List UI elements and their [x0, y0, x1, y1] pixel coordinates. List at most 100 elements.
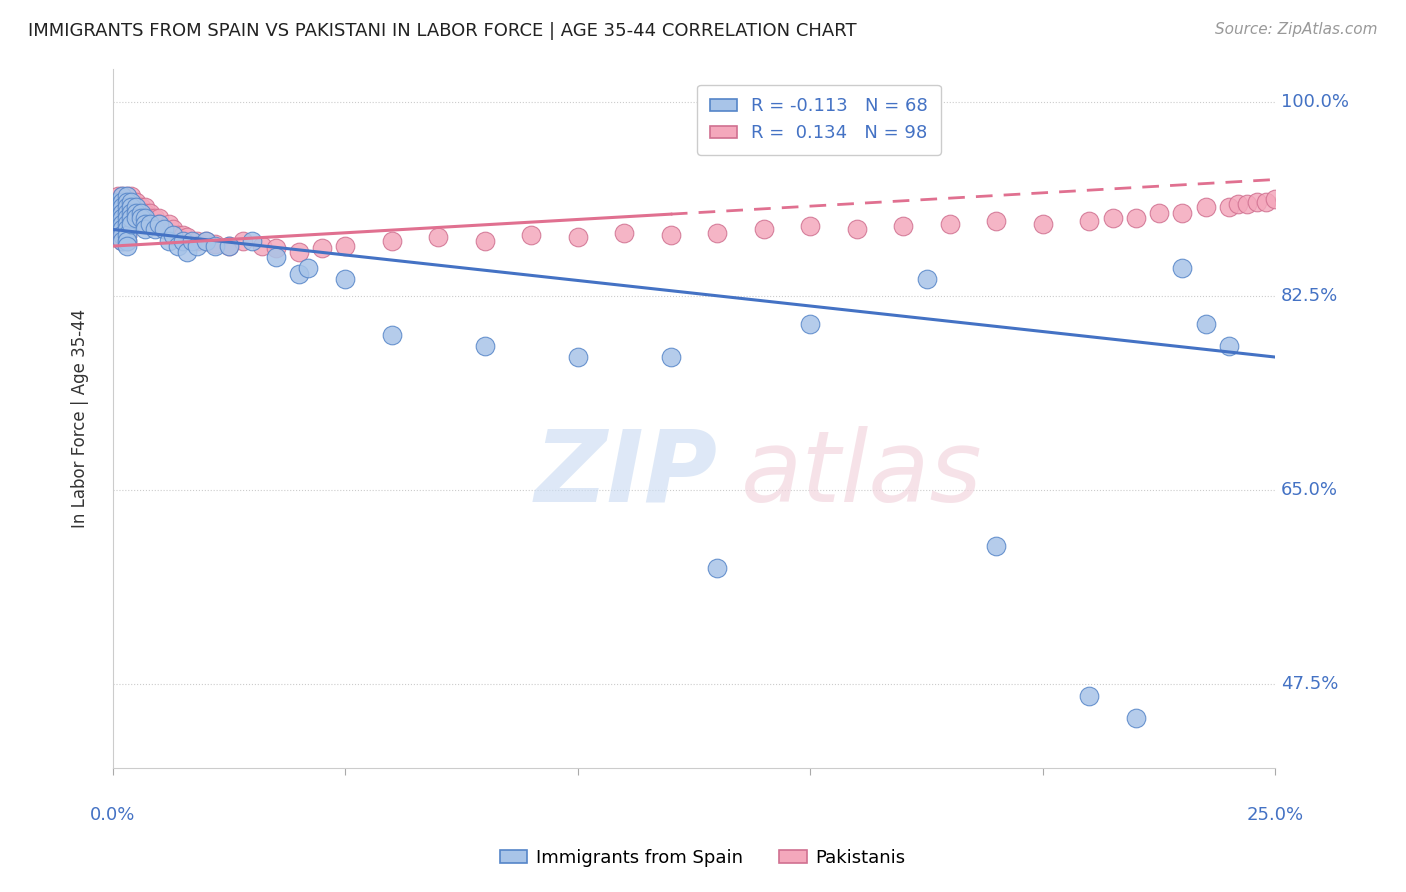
Point: [1348, 181, 1371, 195]
Point: [120, 211, 142, 226]
Point: [1329, 184, 1351, 198]
Point: [186, 234, 208, 248]
Point: [115, 211, 138, 226]
Point: [134, 211, 156, 226]
Point: [1171, 206, 1194, 220]
Point: [120, 200, 142, 214]
Point: [115, 217, 138, 231]
Point: [288, 244, 311, 259]
Point: [799, 317, 821, 331]
Point: [706, 561, 728, 575]
Point: [115, 206, 138, 220]
Point: [111, 206, 134, 220]
Point: [111, 194, 134, 209]
Point: [194, 234, 217, 248]
Point: [172, 227, 194, 242]
Text: 47.5%: 47.5%: [1281, 675, 1339, 693]
Point: [143, 217, 166, 231]
Point: [111, 189, 134, 203]
Point: [153, 222, 176, 236]
Point: [893, 219, 915, 233]
Point: [111, 200, 134, 214]
Point: [176, 244, 198, 259]
Point: [111, 234, 134, 248]
Text: 65.0%: 65.0%: [1281, 482, 1339, 500]
Point: [232, 234, 254, 248]
Y-axis label: In Labor Force | Age 35-44: In Labor Force | Age 35-44: [72, 309, 89, 528]
Point: [111, 206, 134, 220]
Point: [111, 211, 134, 226]
Point: [381, 327, 404, 342]
Point: [111, 194, 134, 209]
Point: [172, 234, 194, 248]
Point: [153, 222, 176, 236]
Point: [120, 211, 142, 226]
Point: [139, 217, 162, 231]
Point: [134, 217, 156, 231]
Point: [125, 200, 148, 214]
Point: [1194, 317, 1216, 331]
Point: [986, 539, 1008, 553]
Point: [250, 239, 273, 253]
Point: [218, 239, 240, 253]
Point: [134, 200, 156, 214]
Point: [148, 217, 170, 231]
Point: [264, 241, 287, 255]
Point: [120, 217, 142, 231]
Text: atlas: atlas: [741, 425, 983, 523]
Point: [115, 200, 138, 214]
Point: [115, 234, 138, 248]
Point: [752, 222, 775, 236]
Point: [167, 227, 190, 242]
Point: [1218, 200, 1240, 214]
Point: [107, 211, 129, 226]
Point: [706, 226, 728, 240]
Point: [111, 211, 134, 226]
Text: 82.5%: 82.5%: [1281, 287, 1339, 305]
Point: [427, 230, 450, 244]
Point: [204, 239, 226, 253]
Point: [1310, 186, 1333, 200]
Text: 25.0%: 25.0%: [1247, 806, 1303, 824]
Point: [120, 200, 142, 214]
Point: [1125, 211, 1147, 226]
Point: [125, 206, 148, 220]
Point: [120, 217, 142, 231]
Point: [107, 200, 129, 214]
Point: [129, 217, 152, 231]
Point: [474, 339, 496, 353]
Point: [335, 239, 357, 253]
Point: [129, 206, 152, 220]
Point: [1171, 261, 1194, 276]
Point: [129, 200, 152, 214]
Point: [115, 234, 138, 248]
Point: [1125, 711, 1147, 725]
Point: [1227, 197, 1250, 211]
Point: [115, 206, 138, 220]
Text: 100.0%: 100.0%: [1281, 93, 1350, 111]
Point: [1078, 213, 1101, 227]
Point: [659, 350, 682, 364]
Point: [1101, 211, 1123, 226]
Point: [1246, 194, 1268, 209]
Point: [120, 189, 142, 203]
Point: [111, 217, 134, 231]
Point: [915, 272, 938, 286]
Point: [111, 189, 134, 203]
Point: [264, 250, 287, 264]
Point: [148, 217, 170, 231]
Point: [129, 211, 152, 226]
Point: [1236, 197, 1258, 211]
Point: [1078, 689, 1101, 703]
Point: [111, 217, 134, 231]
Point: [143, 222, 166, 236]
Point: [659, 227, 682, 242]
Point: [139, 206, 162, 220]
Point: [1339, 181, 1361, 195]
Point: [115, 194, 138, 209]
Point: [111, 227, 134, 242]
Point: [111, 222, 134, 236]
Point: [1194, 200, 1216, 214]
Point: [335, 272, 357, 286]
Point: [125, 194, 148, 209]
